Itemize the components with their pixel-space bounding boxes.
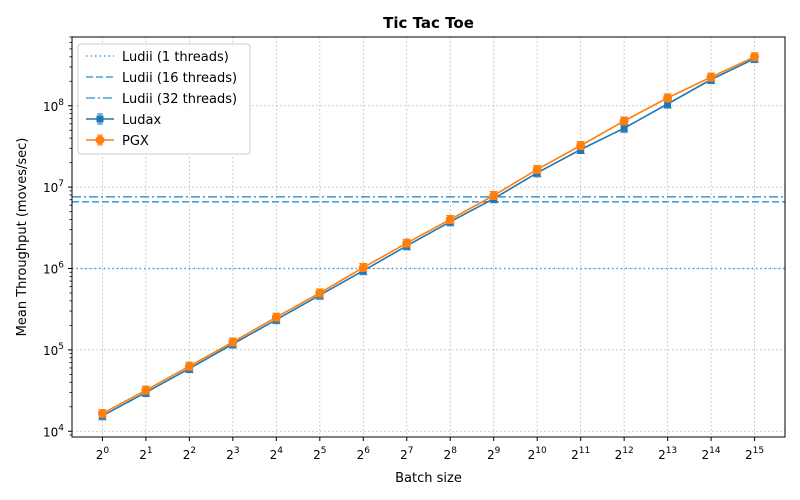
legend-label: PGX <box>122 134 149 149</box>
legend-marker <box>95 135 105 145</box>
reference-lines <box>72 196 785 270</box>
x-tick-label: 20 <box>96 446 110 462</box>
grid-layer <box>72 37 785 437</box>
data-point <box>445 215 455 225</box>
x-tick-label: 212 <box>615 446 634 462</box>
data-point <box>706 72 716 82</box>
data-point <box>97 409 107 419</box>
y-tick-label: 107 <box>43 179 64 195</box>
y-tick-label: 104 <box>43 423 64 439</box>
data-point <box>489 190 499 200</box>
data-point <box>184 361 194 371</box>
series-line <box>102 57 755 417</box>
x-tick-label: 210 <box>528 446 547 462</box>
x-tick-label: 22 <box>183 446 196 462</box>
data-point <box>532 164 542 174</box>
y-tick-label: 105 <box>43 342 64 358</box>
x-tick-label: 23 <box>226 446 239 462</box>
data-point <box>141 385 151 395</box>
x-tick-label: 214 <box>702 446 721 462</box>
data-point <box>271 312 281 322</box>
x-tick-label: 26 <box>357 446 371 462</box>
data-point <box>402 238 412 248</box>
data-point <box>619 116 629 126</box>
data-point <box>664 100 672 108</box>
x-tick-label: 24 <box>270 446 284 462</box>
x-tick-label: 213 <box>658 446 677 462</box>
x-axis-title: Batch size <box>395 471 462 486</box>
legend: Ludii (1 threads) Ludii (16 threads) Ludii… <box>77 43 251 155</box>
data-point <box>663 93 673 103</box>
data-point <box>750 52 760 62</box>
x-tick-label: 21 <box>139 446 152 462</box>
legend-label: Ludax <box>122 113 161 128</box>
y-tick-label: 106 <box>43 261 64 277</box>
data-point <box>576 140 586 150</box>
y-axis-title: Mean Throughput (moves/sec) <box>15 138 30 337</box>
legend-marker <box>96 115 104 123</box>
plot-frame <box>71 36 786 438</box>
x-tick-label: 215 <box>745 446 764 462</box>
legend-label: Ludii (16 threads) <box>122 71 237 86</box>
legend-label: Ludii (1 threads) <box>122 50 229 65</box>
x-tick-label: 28 <box>444 446 458 462</box>
axis-layer: 20 21 22 23 24 25 26 27 28 29 210 211 212 213 214 215 10… <box>43 36 764 462</box>
data-point <box>228 337 238 347</box>
x-tick-label: 27 <box>400 446 413 462</box>
y-tick-label: 108 <box>43 98 64 114</box>
x-tick-label: 211 <box>571 446 590 462</box>
chart-title: Tic Tac Toe <box>383 14 474 32</box>
legend-label: Ludii (32 threads) <box>122 92 237 107</box>
x-tick-label: 29 <box>487 446 501 462</box>
data-point <box>620 124 628 132</box>
data-point <box>315 288 325 298</box>
x-tick-label: 25 <box>313 446 326 462</box>
legend-box <box>77 43 251 155</box>
series-layer <box>97 52 760 421</box>
series-line <box>102 56 755 415</box>
data-point <box>358 262 368 272</box>
